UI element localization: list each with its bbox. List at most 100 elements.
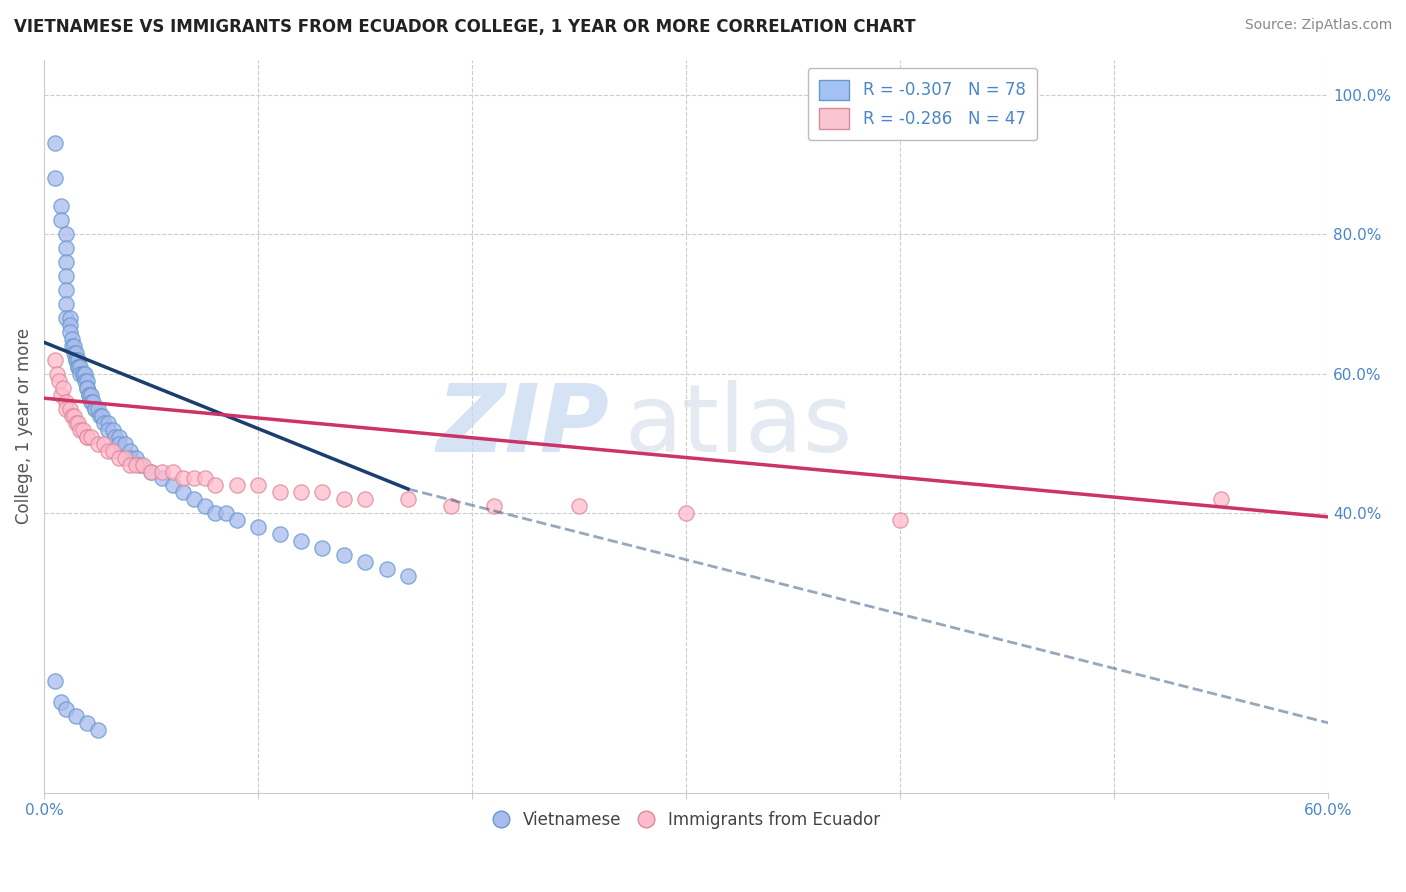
Point bbox=[482, 500, 505, 514]
Point bbox=[354, 555, 377, 569]
Point bbox=[59, 310, 82, 325]
Point bbox=[354, 492, 377, 507]
Legend: Vietnamese, Immigrants from Ecuador: Vietnamese, Immigrants from Ecuador bbox=[486, 805, 886, 836]
Point bbox=[55, 268, 77, 283]
Point bbox=[51, 388, 73, 402]
Point bbox=[139, 465, 162, 479]
Point bbox=[675, 507, 697, 521]
Point bbox=[204, 507, 226, 521]
Point bbox=[247, 520, 270, 534]
Point bbox=[332, 549, 354, 563]
Point bbox=[63, 409, 86, 423]
Point bbox=[108, 436, 131, 450]
Point bbox=[150, 471, 173, 485]
Point bbox=[73, 367, 96, 381]
Point bbox=[69, 359, 91, 374]
Point bbox=[93, 416, 115, 430]
Point bbox=[101, 423, 124, 437]
Point bbox=[44, 673, 66, 688]
Point bbox=[162, 478, 184, 492]
Point bbox=[72, 367, 94, 381]
Point bbox=[44, 352, 66, 367]
Text: Source: ZipAtlas.com: Source: ZipAtlas.com bbox=[1244, 18, 1392, 32]
Point bbox=[76, 381, 98, 395]
Point bbox=[172, 485, 194, 500]
Point bbox=[269, 485, 291, 500]
Point bbox=[67, 352, 90, 367]
Point bbox=[129, 458, 152, 472]
Point bbox=[65, 346, 87, 360]
Point bbox=[440, 500, 463, 514]
Point bbox=[55, 227, 77, 241]
Point bbox=[76, 374, 98, 388]
Point bbox=[60, 332, 83, 346]
Point bbox=[204, 478, 226, 492]
Point bbox=[44, 136, 66, 151]
Point bbox=[150, 465, 173, 479]
Point bbox=[225, 478, 247, 492]
Text: ZIP: ZIP bbox=[436, 380, 609, 472]
Point bbox=[225, 513, 247, 527]
Point bbox=[108, 450, 131, 465]
Point bbox=[59, 325, 82, 339]
Point bbox=[69, 367, 91, 381]
Point bbox=[86, 723, 108, 737]
Point bbox=[290, 485, 312, 500]
Point bbox=[65, 352, 87, 367]
Point bbox=[90, 409, 112, 423]
Point bbox=[97, 416, 120, 430]
Point bbox=[80, 388, 103, 402]
Point bbox=[55, 394, 77, 409]
Point bbox=[60, 409, 83, 423]
Point bbox=[118, 450, 141, 465]
Point bbox=[172, 471, 194, 485]
Point bbox=[55, 283, 77, 297]
Point bbox=[101, 443, 124, 458]
Point bbox=[59, 318, 82, 332]
Point bbox=[194, 471, 217, 485]
Point bbox=[65, 416, 87, 430]
Point bbox=[247, 478, 270, 492]
Point bbox=[77, 388, 100, 402]
Point bbox=[52, 381, 75, 395]
Point bbox=[82, 394, 104, 409]
Point bbox=[51, 213, 73, 227]
Point bbox=[396, 492, 419, 507]
Point bbox=[215, 507, 238, 521]
Point bbox=[311, 485, 333, 500]
Point bbox=[65, 709, 87, 723]
Point bbox=[332, 492, 354, 507]
Point bbox=[86, 436, 108, 450]
Point bbox=[55, 401, 77, 416]
Point bbox=[63, 339, 86, 353]
Point bbox=[51, 199, 73, 213]
Point bbox=[86, 401, 108, 416]
Point bbox=[46, 367, 69, 381]
Point bbox=[77, 388, 100, 402]
Point bbox=[568, 500, 591, 514]
Point bbox=[69, 423, 91, 437]
Point bbox=[84, 401, 107, 416]
Point bbox=[162, 465, 184, 479]
Point bbox=[97, 443, 120, 458]
Point bbox=[55, 241, 77, 255]
Point bbox=[183, 492, 205, 507]
Point bbox=[63, 346, 86, 360]
Point bbox=[44, 171, 66, 186]
Point bbox=[104, 429, 127, 443]
Point bbox=[84, 401, 107, 416]
Point bbox=[72, 367, 94, 381]
Point bbox=[76, 381, 98, 395]
Point bbox=[60, 339, 83, 353]
Point bbox=[375, 562, 398, 576]
Point bbox=[139, 465, 162, 479]
Point bbox=[269, 527, 291, 541]
Point bbox=[76, 429, 98, 443]
Point bbox=[89, 409, 111, 423]
Point bbox=[67, 359, 90, 374]
Point bbox=[114, 450, 136, 465]
Point bbox=[55, 702, 77, 716]
Point bbox=[72, 423, 94, 437]
Point bbox=[59, 401, 82, 416]
Point bbox=[183, 471, 205, 485]
